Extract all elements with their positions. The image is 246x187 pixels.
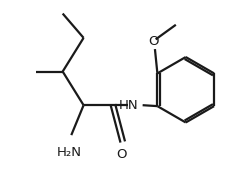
Text: HN: HN — [119, 99, 138, 112]
Text: H₂N: H₂N — [56, 146, 81, 159]
Text: O: O — [116, 148, 127, 161]
Text: O: O — [148, 35, 159, 48]
